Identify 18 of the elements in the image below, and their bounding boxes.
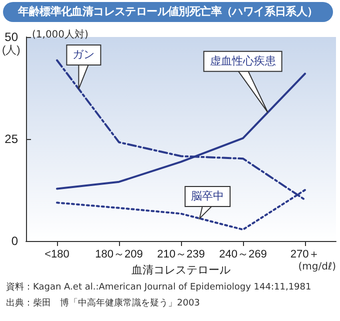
x-tick-label: <180 (44, 248, 70, 260)
y-tick-label: 50 (4, 30, 18, 44)
x-tick-label: 210～239 (157, 248, 205, 260)
text: 虚血性心疾患 (210, 54, 276, 68)
x-tick-label: 180～209 (95, 248, 143, 260)
x-tick-label: 240～269 (219, 248, 267, 260)
y-axis-title: (人) (2, 44, 20, 56)
series-label: ガン (72, 48, 95, 61)
y-tick-label: 25 (4, 132, 18, 146)
x-axis-title: 血清コレステロール (132, 264, 230, 276)
series-label: 脳卒中 (191, 189, 224, 202)
source-note: 出典：柴田 博「中高年健康常識を疑う」2003 (6, 298, 200, 308)
annotation: (1,000人対) (32, 28, 89, 40)
text: (mg/dℓ) (298, 262, 336, 272)
y-tick-label: 0 (11, 234, 18, 248)
text: 資料：Kagan A.et al.:American Journal of Epidemiology 144:11,1981 (6, 282, 312, 292)
x-tick-label: 270＋ (290, 248, 320, 260)
chart-title: 年齢標準化血清コレステロール値別死亡率（ハワイ系日系人） (3, 2, 333, 22)
